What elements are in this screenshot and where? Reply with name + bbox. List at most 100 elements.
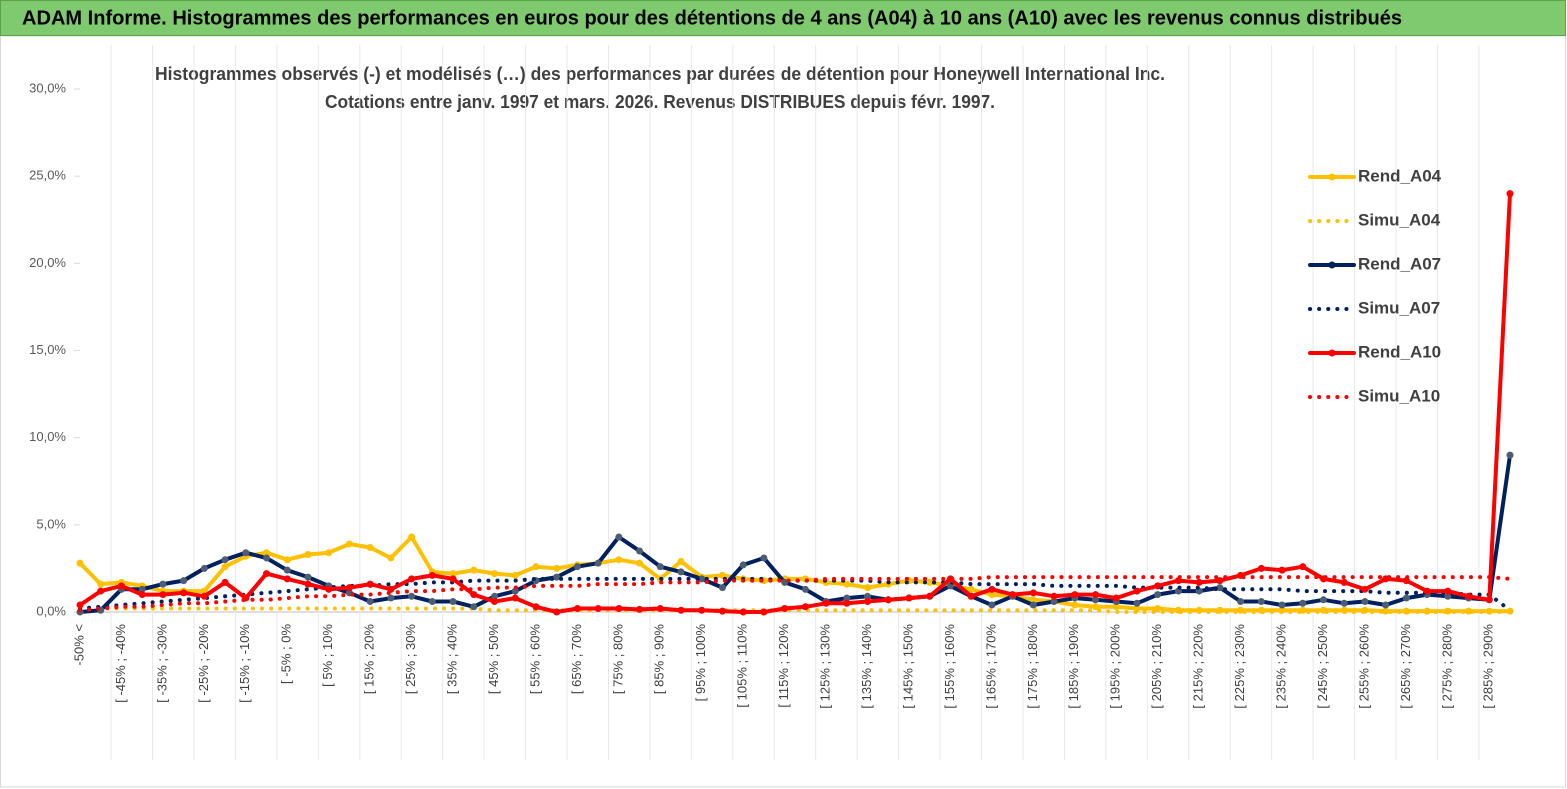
- point: [1465, 592, 1473, 600]
- point: [304, 580, 312, 588]
- point: [159, 580, 167, 588]
- point: [1050, 592, 1058, 600]
- y-tick-label: 25,0%: [29, 168, 66, 183]
- x-tick-label: [ 205% ; 210%: [1149, 624, 1164, 709]
- point: [905, 594, 913, 602]
- x-tick-label: [ 265% ; 270%: [1398, 624, 1413, 709]
- point: [656, 605, 664, 613]
- point: [1112, 594, 1120, 602]
- y-tick-label: 15,0%: [29, 342, 66, 357]
- x-tick-label: [ -25% ; -20%: [196, 624, 211, 703]
- legend-label: Rend_A07: [1358, 254, 1441, 273]
- x-tick-label: [ 275% ; 280%: [1439, 624, 1454, 709]
- point: [200, 592, 208, 600]
- point: [345, 584, 353, 592]
- point: [636, 547, 644, 555]
- model-line: [78, 576, 1512, 613]
- x-tick-label: [ 175% ; 180%: [1025, 624, 1040, 709]
- point: [1071, 601, 1079, 609]
- point: [366, 580, 374, 588]
- point: [1133, 599, 1141, 607]
- point: [490, 592, 498, 600]
- point: [988, 585, 996, 593]
- x-tick-label: [ 5% ; 10%: [320, 624, 335, 687]
- point: [677, 568, 685, 576]
- point: [718, 607, 726, 615]
- point: [864, 598, 872, 606]
- point: [138, 585, 146, 593]
- x-tick-label: [ 95% ; 100%: [693, 624, 708, 702]
- point: [988, 601, 996, 609]
- x-tick-label: [ -35% ; -30%: [154, 624, 169, 703]
- point: [366, 543, 374, 551]
- x-tick-label: [ 185% ; 190%: [1066, 624, 1081, 709]
- point: [698, 575, 706, 583]
- point: [1382, 607, 1390, 615]
- point: [615, 605, 623, 613]
- y-tick-label: 30,0%: [29, 80, 66, 95]
- point: [1029, 596, 1037, 604]
- point: [325, 585, 333, 593]
- point: [1029, 589, 1037, 597]
- point: [739, 561, 747, 569]
- legend-label: Simu_A04: [1358, 210, 1441, 229]
- x-tick-label: [ 135% ; 140%: [859, 624, 874, 709]
- point: [76, 559, 84, 567]
- legend-marker: [1328, 261, 1336, 269]
- legend-label: Simu_A07: [1358, 298, 1440, 317]
- point: [366, 598, 374, 606]
- point: [553, 608, 561, 616]
- x-tick-label: [ 55% ; 60%: [527, 624, 542, 695]
- point: [553, 564, 561, 572]
- x-tick-label: [ -45% ; -40%: [113, 624, 128, 703]
- point: [760, 554, 768, 562]
- point: [408, 533, 416, 541]
- point: [221, 556, 229, 564]
- x-tick-label: [ 145% ; 150%: [900, 624, 915, 709]
- point: [387, 594, 395, 602]
- point: [283, 556, 291, 564]
- point: [1092, 591, 1100, 599]
- point: [615, 533, 623, 541]
- x-tick-label: [ 65% ; 70%: [569, 624, 584, 695]
- chart-title: ADAM Informe. Histogrammes des performan…: [22, 7, 1402, 29]
- point: [1112, 603, 1120, 611]
- chart-frame: [0, 35, 1566, 788]
- x-tick-label: [ 125% ; 130%: [818, 624, 833, 709]
- point: [490, 570, 498, 578]
- x-tick-label: [ 35% ; 40%: [444, 624, 459, 695]
- point: [1154, 582, 1162, 590]
- point: [1361, 598, 1369, 606]
- point: [594, 559, 602, 567]
- point: [221, 563, 229, 571]
- x-tick-label: [ 215% ; 220%: [1191, 624, 1206, 709]
- point: [615, 556, 623, 564]
- x-tick-label: [ 15% ; 20%: [362, 624, 377, 695]
- point: [801, 603, 809, 611]
- x-tick-label: [ 225% ; 230%: [1232, 624, 1247, 709]
- x-tick-label: [ 165% ; 170%: [983, 624, 998, 709]
- point: [97, 587, 105, 595]
- point: [926, 592, 934, 600]
- point: [511, 571, 519, 579]
- point: [283, 566, 291, 574]
- x-tick-label: -50% <: [71, 624, 86, 666]
- point: [1092, 596, 1100, 604]
- x-tick-label: [ 245% ; 250%: [1315, 624, 1330, 709]
- point: [1237, 598, 1245, 606]
- point: [1299, 563, 1307, 571]
- point: [967, 585, 975, 593]
- point: [532, 563, 540, 571]
- point: [1506, 451, 1514, 459]
- x-tick-label: [ 75% ; 80%: [610, 624, 625, 695]
- point: [1195, 578, 1203, 586]
- x-tick-label: [ 255% ; 260%: [1356, 624, 1371, 709]
- point: [470, 603, 478, 611]
- point: [843, 580, 851, 588]
- point: [449, 598, 457, 606]
- point: [449, 570, 457, 578]
- point: [1278, 566, 1286, 574]
- point: [1237, 606, 1245, 614]
- point: [387, 554, 395, 562]
